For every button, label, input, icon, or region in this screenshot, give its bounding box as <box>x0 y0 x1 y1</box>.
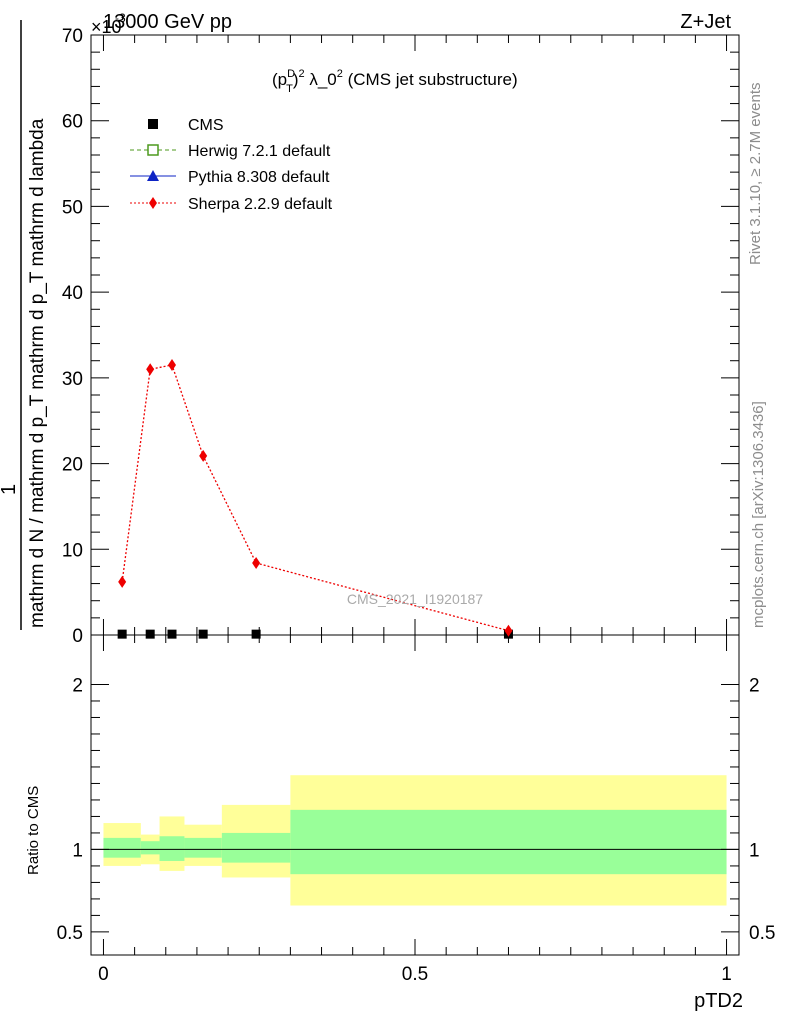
legend-pythia-marker <box>147 170 159 181</box>
x-tick-label: 0.5 <box>402 964 428 985</box>
legend-label: Sherpa 2.2.9 default <box>188 196 333 213</box>
legend-entry-2: Pythia 8.308 default <box>130 169 330 186</box>
legend-label: Pythia 8.308 default <box>188 169 330 186</box>
main-y-tick-label: 0 <box>72 626 83 647</box>
legend-entry-0: CMS <box>148 117 224 134</box>
main-y-tick-label: 60 <box>62 112 83 133</box>
main-y-axis-label: 1 mathrm d N / mathrm d p_T mathrm d p_T… <box>0 20 48 630</box>
ratio-inner-band-5 <box>290 809 727 875</box>
legend-cms-marker <box>148 119 158 129</box>
ratio-y-tick-label-right: 0.5 <box>749 923 775 944</box>
series-lines <box>121 364 509 632</box>
energy-label: 13000 GeV pp <box>103 11 232 33</box>
x-tick-label: 0 <box>98 964 109 985</box>
axis-tick-labels: 0 10 20 30 40 50 60 70 0 0.5 1 0.5 0.5 1 1 2 2 <box>57 26 776 985</box>
x-tick-label: 1 <box>721 964 732 985</box>
sherpa-data-point <box>118 575 127 588</box>
legend-label: CMS <box>188 117 224 134</box>
ylabel-denominator: mathrm d N / mathrm d p_T mathrm d p_T m… <box>27 118 48 628</box>
cms-data-point <box>167 629 177 639</box>
cms-data-point <box>117 629 127 639</box>
sherpa-data-point <box>252 557 261 569</box>
ratio-y-tick-label-right: 2 <box>749 675 760 696</box>
process-label: Z+Jet <box>680 11 731 33</box>
legend-entry-3: Sherpa 2.2.9 default <box>130 196 333 213</box>
cms-data-point <box>198 629 208 639</box>
legend-herwig-marker <box>147 144 159 156</box>
cms-data-point <box>145 629 155 639</box>
ratio-y-tick-label: 0.5 <box>57 923 83 944</box>
ylabel-one: 1 <box>0 484 20 495</box>
ratio-inner-band-0 <box>103 837 141 858</box>
ratio-y-tick-label: 1 <box>72 840 83 861</box>
plot-title: (pD T)2 λ_02 (CMS jet substructure) <box>272 68 518 95</box>
multiplier-exponent: -3 <box>115 11 126 25</box>
legend-label: Herwig 7.2.1 default <box>188 143 331 160</box>
sherpa-series-line <box>121 364 509 632</box>
main-y-tick-label: 50 <box>62 197 83 218</box>
ratio-y-tick-label-right: 1 <box>749 840 760 861</box>
sherpa-data-point <box>146 363 155 376</box>
ratio-y-axis-label: Ratio to CMS <box>25 786 42 875</box>
analysis-watermark: CMS_2021_I1920187 <box>347 591 483 607</box>
axis-ticks <box>91 34 739 955</box>
ratio-bands <box>103 775 727 906</box>
ratio-y-tick-label: 2 <box>72 675 83 696</box>
sherpa-data-point <box>168 359 176 371</box>
mcplots-label: mcplots.cern.ch [arXiv:1306.3436] <box>750 401 767 628</box>
ratio-inner-band-2 <box>159 836 185 861</box>
sherpa-data-point <box>504 624 513 637</box>
series-markers <box>117 359 513 639</box>
ratio-inner-band-1 <box>140 841 160 855</box>
ratio-inner-band-3 <box>184 837 222 858</box>
main-y-tick-label: 10 <box>62 540 83 561</box>
legend: CMS Herwig 7.2.1 default Pythia 8.308 defa… <box>130 117 333 213</box>
sherpa-data-point <box>199 449 208 462</box>
cms-data-point <box>251 629 261 639</box>
legend-entry-1: Herwig 7.2.1 default <box>130 143 331 160</box>
rivet-label: Rivet 3.1.10, ≥ 2.7M events <box>747 83 764 266</box>
main-y-tick-label: 30 <box>62 369 83 390</box>
ratio-inner-band-4 <box>221 832 291 863</box>
main-y-tick-label: 70 <box>62 26 83 47</box>
x-axis-label: pTD2 <box>694 990 743 1012</box>
main-y-tick-label: 20 <box>62 455 83 476</box>
legend-sherpa-marker <box>149 197 157 209</box>
main-y-tick-label: 40 <box>62 283 83 304</box>
multiplier-label: ×10 <box>91 17 122 37</box>
